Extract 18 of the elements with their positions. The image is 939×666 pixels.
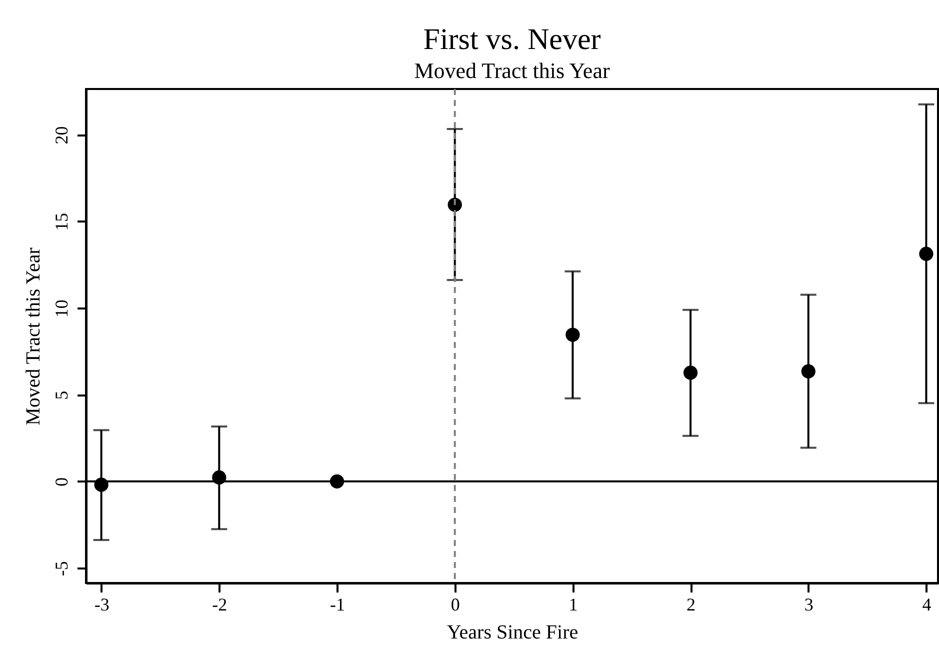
x-tick-label: -2 [212, 594, 228, 614]
x-tick-label: 0 [450, 594, 460, 614]
y-tick-label: 15 [52, 212, 72, 231]
x-tick-label: 2 [686, 594, 696, 614]
chart-subtitle: Moved Tract this Year [414, 58, 610, 83]
x-tick-label: 4 [922, 594, 932, 614]
y-tick-label: 20 [52, 126, 72, 144]
y-tick-label: 5 [52, 390, 72, 400]
x-tick-label: 1 [568, 594, 578, 614]
y-tick-label: 0 [52, 477, 72, 486]
y-tick-label: -5 [52, 561, 72, 576]
x-tick-label: 3 [804, 594, 814, 614]
chart-title: First vs. Never [423, 23, 601, 56]
x-tick-label: -3 [94, 594, 110, 614]
x-axis-title: Years Since Fire [446, 622, 578, 644]
x-tick-label: -1 [330, 594, 346, 614]
y-tick-label: 10 [52, 300, 72, 318]
y-axis-title: Moved Tract this Year [22, 247, 44, 426]
